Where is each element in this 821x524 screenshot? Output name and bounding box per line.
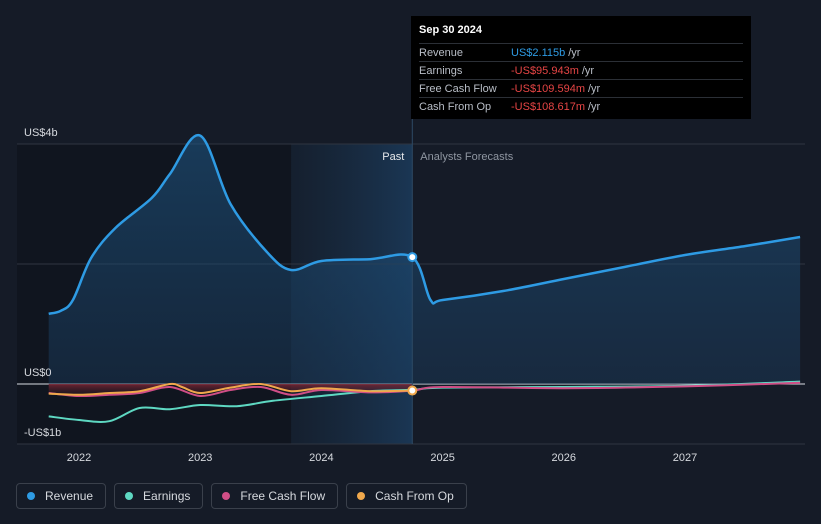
tooltip-value: US$2.115b [511, 46, 566, 59]
legend-label: Cash From Op [375, 489, 454, 503]
legend-label: Free Cash Flow [240, 489, 326, 503]
revenue-line [48, 134, 801, 316]
x-tick-label: 2026 [552, 452, 576, 464]
past-label: Past [382, 151, 404, 163]
legend-dot-icon [27, 492, 35, 500]
chart-legend: Revenue Earnings Free Cash Flow Cash Fro… [16, 483, 467, 509]
y-tick-label: US$4b [24, 127, 58, 139]
legend-dot-icon [125, 492, 134, 500]
legend-item-free-cash-flow[interactable]: Free Cash Flow [211, 483, 339, 509]
data-tooltip: Sep 30 2024 Revenue US$2.115b /yr Earnin… [411, 16, 751, 119]
x-tick-label: 2024 [309, 452, 333, 464]
tooltip-label: Free Cash Flow [419, 82, 497, 95]
revenue-area [48, 135, 801, 384]
cash-from-op-line [48, 382, 413, 396]
forecast-label: Analysts Forecasts [420, 151, 513, 163]
free-cash-flow-line [48, 381, 801, 398]
x-tick-label: 2025 [430, 452, 454, 464]
x-tick-label: 2022 [67, 452, 91, 464]
x-tick-label: 2027 [673, 452, 697, 464]
tooltip-value: -US$95.943m [511, 64, 579, 77]
tooltip-label: Cash From Op [419, 100, 492, 113]
legend-item-earnings[interactable]: Earnings [114, 483, 204, 509]
tooltip-row-free-cash-flow: Free Cash Flow -US$109.594m /yr [419, 79, 743, 97]
y-tick-label: -US$1b [24, 427, 61, 439]
tooltip-unit: /yr [588, 100, 601, 113]
earnings-line [48, 380, 801, 423]
legend-dot-icon [222, 492, 231, 500]
legend-dot-icon [357, 492, 366, 500]
tooltip-row-earnings: Earnings -US$95.943m /yr [419, 61, 743, 79]
tooltip-value: -US$108.617m [511, 100, 585, 113]
tooltip-unit: /yr [568, 46, 581, 59]
tooltip-date: Sep 30 2024 [419, 24, 482, 36]
legend-item-cash-from-op[interactable]: Cash From Op [346, 483, 467, 509]
tooltip-label: Earnings [419, 64, 463, 77]
y-tick-label: US$0 [24, 367, 52, 379]
tooltip-unit: /yr [581, 64, 595, 77]
x-tick-label: 2023 [188, 452, 212, 464]
legend-label: Revenue [45, 489, 94, 503]
tooltip-label: Revenue [419, 46, 464, 59]
tooltip-unit: /yr [588, 82, 601, 95]
cash-from-op-marker [407, 385, 418, 396]
negative-cash-area [48, 383, 413, 395]
legend-label: Earnings [143, 489, 191, 503]
revenue-marker [407, 252, 418, 263]
tooltip-row-revenue: Revenue US$2.115b /yr [419, 43, 743, 61]
tooltip-row-cash-from-op: Cash From Op -US$108.617m /yr [419, 97, 743, 115]
legend-item-revenue[interactable]: Revenue [16, 483, 107, 509]
tooltip-value: -US$109.594m [511, 82, 585, 95]
